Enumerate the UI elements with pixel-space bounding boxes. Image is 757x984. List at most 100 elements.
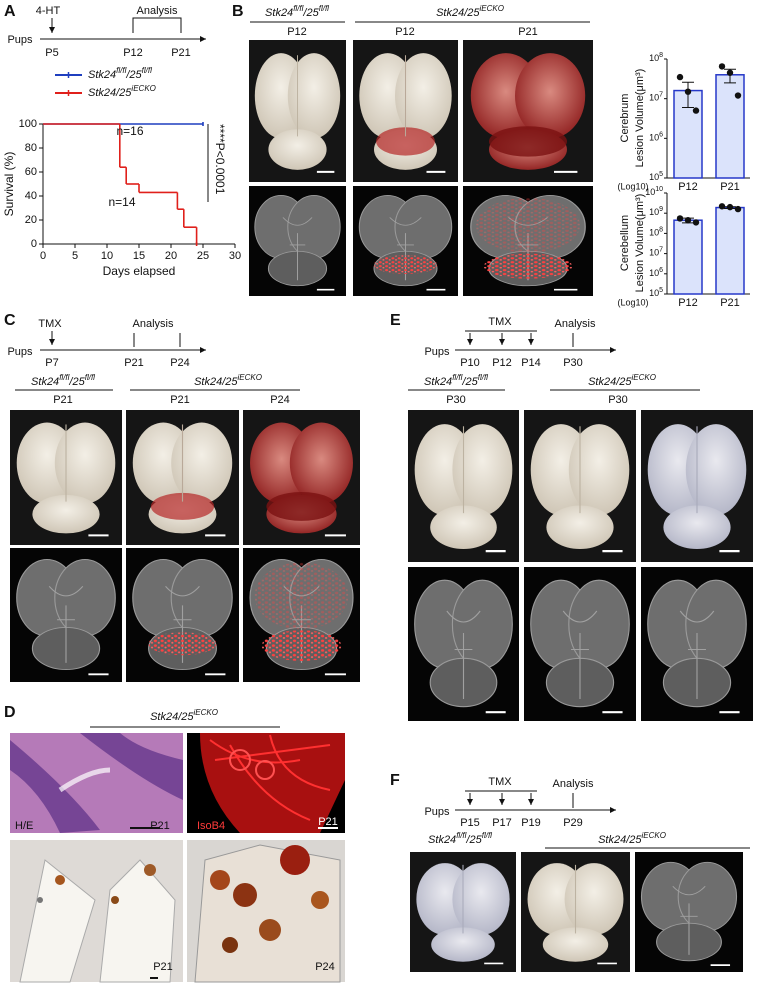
text-run: Stk24/25 [436, 7, 480, 19]
day-label: P12 [123, 47, 143, 59]
brain-photo [524, 410, 636, 562]
text-run: Stk24 [428, 834, 456, 846]
tick-exponent: 8 [659, 227, 663, 234]
genotype-label: Stk24fl/fl/25fl/fl [424, 373, 488, 388]
x-tick-label: P12 [678, 181, 698, 193]
age-label: P30 [608, 394, 628, 406]
treatment-label: TMX [488, 316, 512, 328]
analysis-label: Analysis [553, 778, 594, 790]
treatment-label: TMX [488, 776, 512, 788]
genotype-label: Stk24/25iECKO [598, 831, 666, 846]
y-tick-label: 0 [31, 238, 37, 250]
treatment-label: TMX [38, 318, 62, 330]
superscript: fl/fl [293, 4, 303, 13]
legend-label: Stk24fl/fl/25fl/fl [88, 66, 152, 81]
text-run: Stk24 [88, 69, 116, 81]
brain-render [353, 186, 458, 296]
x-tick-label: 0 [40, 250, 46, 262]
group-label: Pups [424, 346, 450, 358]
genotype-label: Stk24fl/fl/25fl/fl [265, 4, 329, 19]
y-tick-label: 105 [649, 171, 663, 182]
y-tick-label: 109 [649, 207, 663, 218]
genotype-label: Stk24/25iECKO [436, 4, 504, 19]
text-run: /25 [68, 376, 85, 388]
superscript: iECKO [641, 831, 665, 840]
x-tick-label: 20 [165, 250, 177, 262]
brain-photo [126, 410, 239, 545]
y-tick-label: 40 [25, 190, 37, 202]
y-tick-label: 60 [25, 166, 37, 178]
brain-render [243, 548, 360, 682]
day-label: P10 [460, 357, 480, 369]
axis-note: (Log10) [617, 181, 648, 191]
superscript: fl/fl [116, 66, 126, 75]
tick-base: 10 [649, 93, 659, 103]
y-tick-label: 100 [19, 118, 37, 130]
superscript: fl/fl [482, 831, 492, 840]
text-run: Stk24/25 [150, 711, 194, 723]
tick-base: 10 [649, 288, 659, 298]
data-point [718, 63, 726, 70]
x-tick-label: 5 [72, 250, 78, 262]
day-label: P7 [45, 357, 58, 369]
data-point [676, 215, 684, 222]
superscript: iECKO [631, 373, 655, 382]
age-label: P21 [170, 394, 190, 406]
tick-base: 10 [649, 268, 659, 278]
bar [715, 206, 745, 295]
text-run: Stk24/25 [598, 834, 642, 846]
y-axis-label: Survival (%) [2, 152, 16, 217]
day-label: P17 [492, 817, 512, 829]
data-point [692, 107, 700, 114]
y-tick-label: 108 [649, 52, 663, 63]
superscript: fl/fl [142, 66, 152, 75]
tick-base: 10 [645, 187, 655, 197]
day-label: P24 [170, 357, 190, 369]
annotation: n=14 [108, 195, 135, 209]
analysis-label: Analysis [137, 5, 178, 17]
tick-base: 10 [649, 133, 659, 143]
group-label: Pups [424, 806, 450, 818]
brain-photo [249, 40, 346, 182]
genotype-label: Stk24/25iECKO [150, 708, 218, 723]
data-point [734, 92, 742, 99]
age-label: P30 [446, 394, 466, 406]
brain-photo [410, 852, 516, 972]
age-label: P24 [315, 961, 335, 973]
superscript: iECKO [131, 84, 155, 93]
superscript: fl/fl [85, 373, 95, 382]
brain-render [249, 186, 346, 296]
brain-render [463, 186, 593, 296]
tick-base: 10 [649, 248, 659, 258]
superscript: fl/fl [59, 373, 69, 382]
bar [673, 219, 703, 295]
tick-exponent: 5 [659, 171, 663, 178]
brain-render [641, 567, 753, 721]
age-label: P12 [395, 26, 415, 38]
brain-photo [521, 852, 630, 972]
data-point [676, 73, 684, 81]
y-tick-label: 1010 [645, 186, 663, 197]
y-tick-label: 106 [649, 132, 663, 143]
tick-exponent: 10 [655, 186, 663, 193]
x-tick-label: P12 [678, 297, 698, 309]
superscript: iECKO [193, 708, 217, 717]
superscript: iECKO [237, 373, 261, 382]
text-run: Stk24/25 [88, 87, 132, 99]
brain-photo [243, 410, 360, 545]
brain-photo [641, 410, 753, 562]
panel-label: A [4, 3, 16, 20]
y-axis-label: Lesion Volume(μm³) [634, 194, 646, 293]
tick-exponent: 8 [659, 52, 663, 59]
superscript: fl/fl [452, 373, 462, 382]
brain-photo [408, 410, 519, 562]
brain-photo [10, 410, 122, 545]
text-run: /25 [465, 834, 482, 846]
text-run: Stk24/25 [588, 376, 632, 388]
group-label: Pups [7, 346, 33, 358]
brain-photo [353, 40, 458, 182]
tick-base: 10 [649, 228, 659, 238]
data-point [684, 88, 692, 95]
